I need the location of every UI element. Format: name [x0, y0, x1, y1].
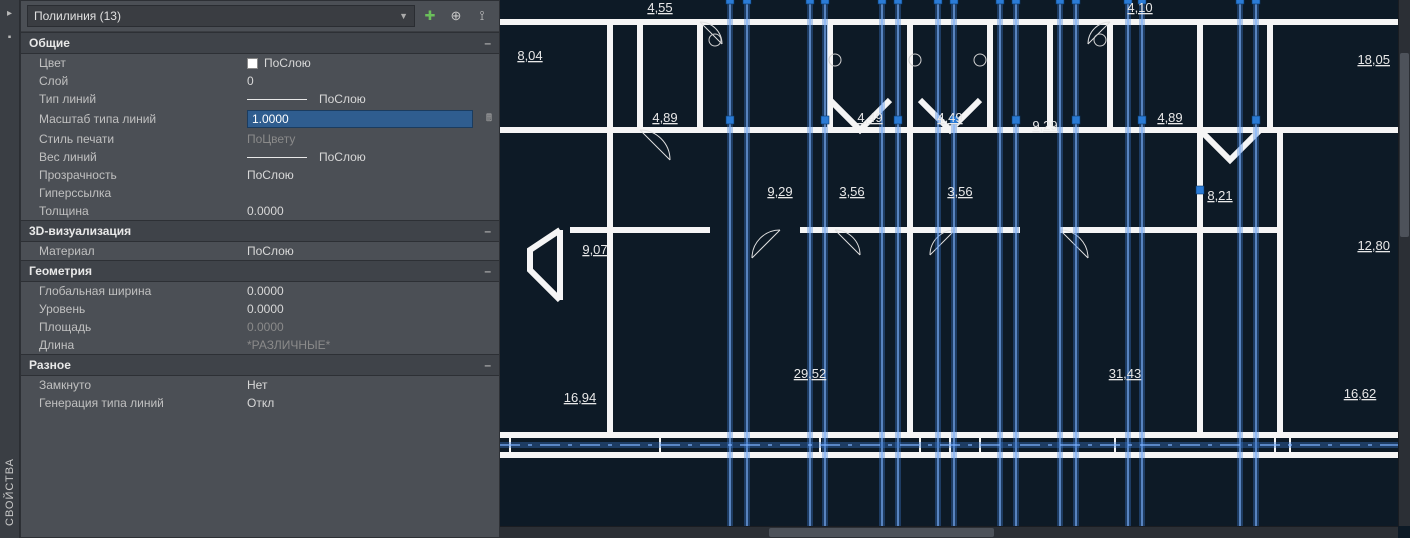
prop-label-globalwidth: Глобальная ширина — [21, 282, 241, 300]
svg-text:4,89: 4,89 — [652, 110, 677, 125]
prop-value-hyperlink[interactable] — [241, 191, 479, 195]
section-title: Разное — [29, 358, 71, 372]
rail-pin-left-icon[interactable]: ▪ — [3, 30, 17, 44]
side-rail: ▸ ▪ СВОЙСТВА — [0, 0, 20, 538]
svg-text:9,29: 9,29 — [767, 184, 792, 199]
prop-label-plotstyle: Стиль печати — [21, 130, 241, 148]
prop-value-plotstyle: ПоЦвету — [241, 130, 479, 148]
svg-text:4,10: 4,10 — [1127, 0, 1152, 15]
toggle-pickadd-button[interactable]: ✚ — [419, 5, 441, 27]
drawing-canvas[interactable]: 4,55 4,10 8,04 18,05 4,89 4,49 4,49 9,29 4,89 9,2… — [500, 0, 1410, 538]
calculator-icon[interactable]: 🖩 — [479, 111, 499, 128]
scroll-thumb[interactable] — [1400, 53, 1409, 237]
prop-label-length: Длина — [21, 336, 241, 354]
scrollbar-horizontal[interactable] — [500, 526, 1398, 538]
properties-grid: Общие – Цвет ПоСлою Слой 0 Тип линий ПоС… — [21, 32, 499, 412]
color-swatch-icon — [247, 58, 258, 69]
svg-text:31,43: 31,43 — [1109, 366, 1142, 381]
section-header-3d[interactable]: 3D-визуализация – — [21, 220, 499, 242]
prop-label-elevation: Уровень — [21, 300, 241, 318]
quick-select-button[interactable]: ⟟ — [471, 5, 493, 27]
section-header-general[interactable]: Общие – — [21, 32, 499, 54]
prop-value-thickness[interactable]: 0.0000 — [241, 202, 479, 220]
svg-text:16,94: 16,94 — [564, 390, 597, 405]
prop-label-area: Площадь — [21, 318, 241, 336]
linetype-preview-icon — [247, 99, 307, 100]
properties-panel: Полилиния (13) ▼ ✚ ⊕ ⟟ Общие – Цвет ПоСл… — [20, 0, 500, 538]
section-title: 3D-визуализация — [29, 224, 131, 238]
collapse-icon[interactable]: – — [484, 36, 491, 50]
prop-value-ltscale[interactable] — [241, 108, 479, 130]
prop-value-transparency[interactable]: ПоСлою — [241, 166, 479, 184]
svg-text:8,04: 8,04 — [517, 48, 542, 63]
prop-value-layer[interactable]: 0 — [241, 72, 479, 90]
scrollbar-vertical[interactable] — [1398, 0, 1410, 526]
svg-text:4,89: 4,89 — [1157, 110, 1182, 125]
object-type-selector[interactable]: Полилиния (13) ▼ — [27, 5, 415, 27]
ltscale-input[interactable] — [247, 110, 473, 128]
collapse-icon[interactable]: – — [484, 358, 491, 372]
panel-title-vertical: СВОЙСТВА — [4, 458, 16, 526]
scroll-thumb[interactable] — [769, 528, 994, 537]
svg-text:4,55: 4,55 — [647, 0, 672, 15]
drawing-svg: 4,55 4,10 8,04 18,05 4,89 4,49 4,49 9,29 4,89 9,2… — [500, 0, 1410, 538]
prop-label-ltgen: Генерация типа линий — [21, 394, 241, 412]
panel-header: Полилиния (13) ▼ ✚ ⊕ ⟟ — [21, 1, 499, 32]
svg-text:3,56: 3,56 — [839, 184, 864, 199]
section-header-geometry[interactable]: Геометрия – — [21, 260, 499, 282]
prop-label-ltscale: Масштаб типа линий — [21, 110, 241, 128]
prop-value-area: 0.0000 — [241, 318, 479, 336]
section-title: Общие — [29, 36, 70, 50]
collapse-icon[interactable]: – — [484, 224, 491, 238]
lineweight-preview-icon — [247, 157, 307, 158]
prop-label-closed: Замкнуто — [21, 376, 241, 394]
prop-label-hyperlink: Гиперссылка — [21, 184, 241, 202]
svg-text:12,80: 12,80 — [1357, 238, 1390, 253]
prop-label-linetype: Тип линий — [21, 90, 241, 108]
svg-text:29,52: 29,52 — [794, 366, 827, 381]
collapse-icon[interactable]: – — [484, 264, 491, 278]
svg-text:3,56: 3,56 — [947, 184, 972, 199]
prop-value-closed[interactable]: Нет — [241, 376, 479, 394]
select-objects-button[interactable]: ⊕ — [445, 5, 467, 27]
svg-text:18,05: 18,05 — [1357, 52, 1390, 67]
svg-text:4,49: 4,49 — [857, 110, 882, 125]
prop-label-thickness: Толщина — [21, 202, 241, 220]
prop-value-material[interactable]: ПоСлою — [241, 242, 479, 260]
svg-text:8,21: 8,21 — [1207, 188, 1232, 203]
prop-value-lineweight[interactable]: ПоСлою — [241, 148, 479, 166]
object-type-label: Полилиния (13) — [34, 9, 121, 23]
section-title: Геометрия — [29, 264, 92, 278]
prop-value-length: *РАЗЛИЧНЫЕ* — [241, 336, 479, 354]
svg-text:9,07: 9,07 — [582, 242, 607, 257]
section-header-misc[interactable]: Разное – — [21, 354, 499, 376]
prop-label-lineweight: Вес линий — [21, 148, 241, 166]
svg-text:4,49: 4,49 — [937, 110, 962, 125]
svg-text:9,29: 9,29 — [1032, 118, 1057, 133]
svg-text:16,62: 16,62 — [1344, 386, 1377, 401]
prop-value-color[interactable]: ПоСлою — [241, 54, 479, 72]
prop-label-transparency: Прозрачность — [21, 166, 241, 184]
prop-value-linetype[interactable]: ПоСлою — [241, 90, 479, 108]
prop-label-color: Цвет — [21, 54, 241, 72]
chevron-down-icon: ▼ — [399, 11, 408, 21]
prop-value-globalwidth[interactable]: 0.0000 — [241, 282, 479, 300]
rail-pin-right-icon[interactable]: ▸ — [3, 6, 17, 20]
prop-label-material: Материал — [21, 242, 241, 260]
prop-label-layer: Слой — [21, 72, 241, 90]
prop-value-elevation[interactable]: 0.0000 — [241, 300, 479, 318]
prop-value-ltgen[interactable]: Откл — [241, 394, 479, 412]
